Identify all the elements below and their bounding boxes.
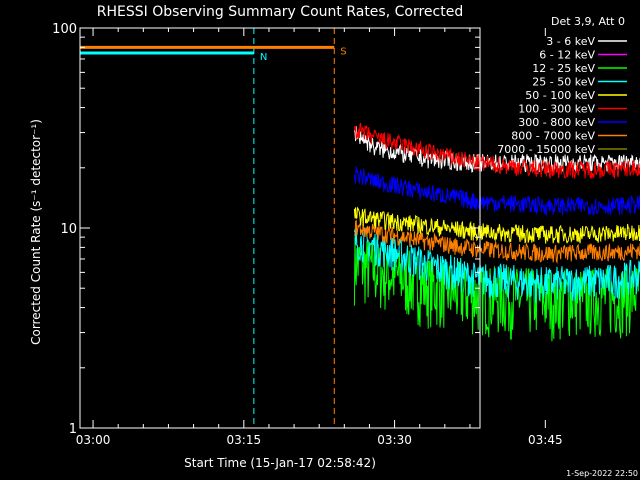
legend-entry-label: 100 - 300 keV [518, 103, 595, 116]
x-tick-label: 03:15 [227, 433, 262, 447]
y-tick-label: 10 [60, 222, 77, 237]
marker-label: S [340, 46, 346, 57]
series-line [353, 122, 640, 179]
marker-label: N [260, 52, 267, 63]
y-tick-label: 100 [52, 22, 77, 37]
x-tick-label: 03:00 [76, 433, 111, 447]
x-tick-label: 03:30 [377, 433, 412, 447]
axes: 11010003:0003:1503:3003:4504:0004:1504:3… [52, 22, 563, 447]
legend-entry-label: 6 - 12 keV [539, 49, 595, 62]
legend-entry-label: 7000 - 15000 keV [497, 143, 595, 156]
plot-area [353, 122, 640, 342]
series-line [353, 126, 640, 173]
legend-entry-label: 12 - 25 keV [532, 62, 595, 75]
legend-entry-label: 25 - 50 keV [532, 76, 595, 89]
y-axis-label: Corrected Count Rate (s⁻¹ detector⁻¹) [29, 119, 43, 345]
footer-date: 1-Sep-2022 22:50 [566, 469, 638, 478]
legend-entry-label: 800 - 7000 keV [511, 130, 595, 143]
legend-entry-label: 3 - 6 keV [546, 35, 595, 48]
series-line [353, 206, 640, 244]
x-tick-label: 03:45 [528, 433, 563, 447]
series-line [353, 219, 640, 265]
legend-entry-label: 300 - 800 keV [518, 116, 595, 129]
legend-title: Det 3,9, Att 0 [551, 15, 625, 28]
y-tick-label: 1 [69, 422, 77, 437]
legend-entry-label: 50 - 100 keV [525, 89, 595, 102]
series-line [353, 227, 640, 303]
chart-title: RHESSI Observing Summary Count Rates, Co… [97, 4, 463, 20]
series-line [353, 166, 640, 216]
x-axis-label: Start Time (15-Jan-17 02:58:42) [184, 456, 376, 470]
